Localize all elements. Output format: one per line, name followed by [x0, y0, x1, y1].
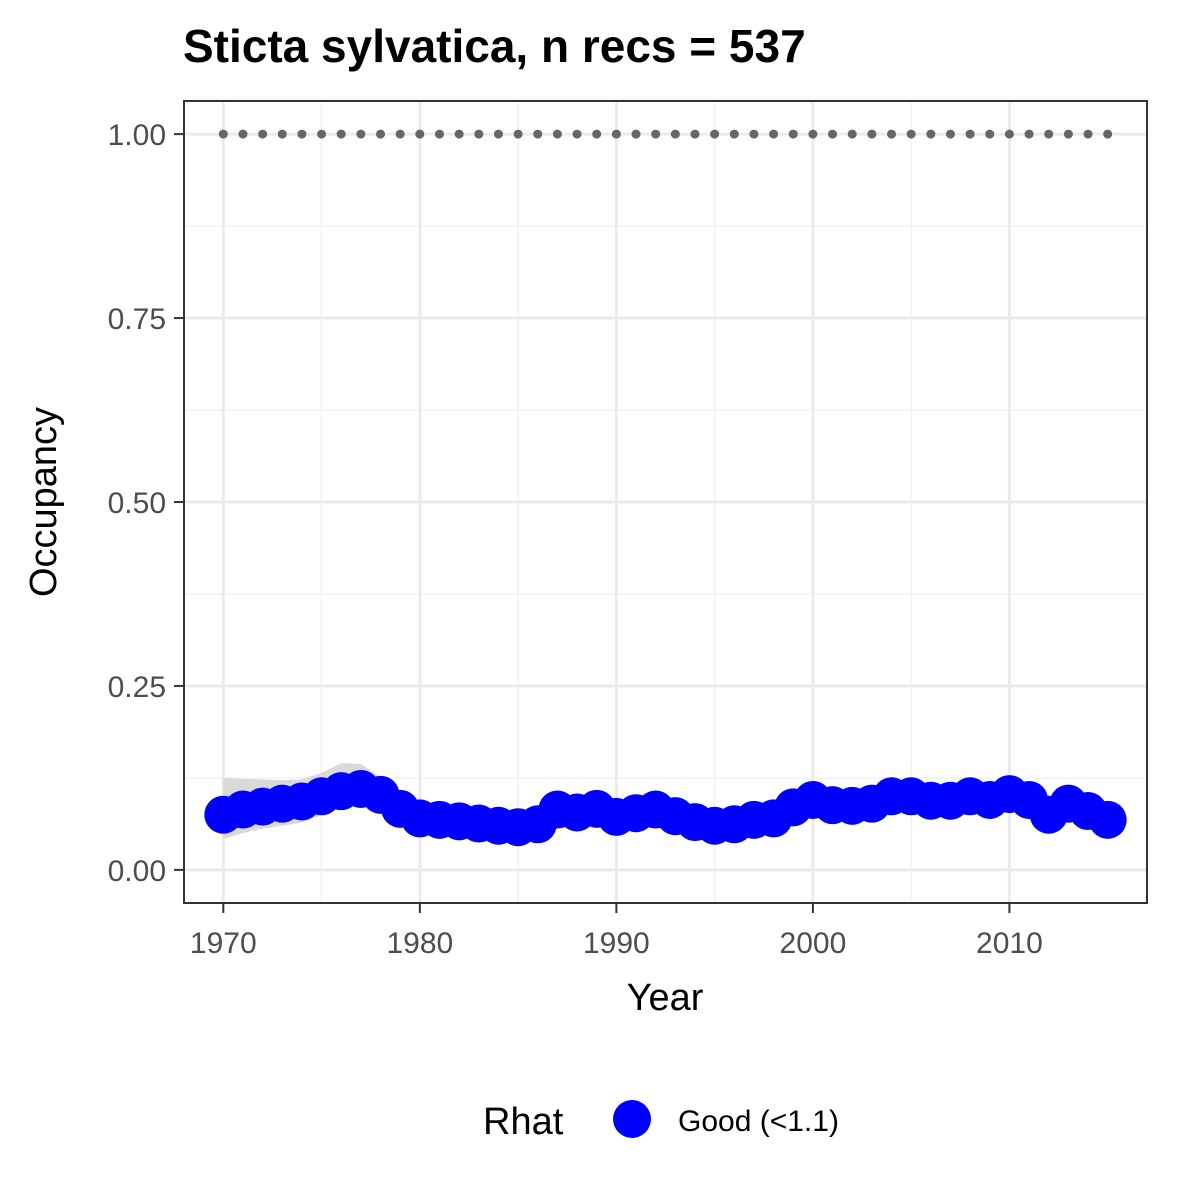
- reference-point: [317, 129, 327, 139]
- reference-point: [1004, 129, 1014, 139]
- legend-label-good: Good (<1.1): [678, 1105, 839, 1138]
- reference-point: [238, 129, 248, 139]
- legend-title: Rhat: [483, 1101, 564, 1143]
- reference-point: [611, 129, 621, 139]
- y-tick-label: 0.50: [108, 487, 166, 520]
- y-axis-title: Occupancy: [23, 407, 65, 597]
- reference-point: [376, 129, 386, 139]
- reference-point: [670, 129, 680, 139]
- reference-point: [965, 129, 975, 139]
- reference-point: [434, 129, 444, 139]
- reference-point: [218, 129, 228, 139]
- reference-point: [297, 129, 307, 139]
- reference-point: [277, 129, 287, 139]
- legend-key-good: [613, 1100, 651, 1138]
- reference-point: [1063, 129, 1073, 139]
- reference-point: [749, 129, 759, 139]
- reference-point: [415, 129, 425, 139]
- y-tick-label: 0.75: [108, 303, 166, 336]
- reference-point: [454, 129, 464, 139]
- reference-point: [690, 129, 700, 139]
- reference-point: [395, 129, 405, 139]
- reference-point: [729, 129, 739, 139]
- x-tick-label: 2000: [780, 927, 847, 960]
- reference-point: [867, 129, 877, 139]
- reference-point: [788, 129, 798, 139]
- x-tick-label: 2010: [976, 927, 1043, 960]
- chart-title: Sticta sylvatica, n recs = 537: [183, 20, 806, 72]
- reference-point: [474, 129, 484, 139]
- reference-point: [572, 129, 582, 139]
- y-tick-label: 0.00: [108, 855, 166, 888]
- reference-point: [1103, 129, 1113, 139]
- reference-dotted-series: [218, 129, 1113, 139]
- reference-point: [808, 129, 818, 139]
- reference-point: [533, 129, 543, 139]
- reference-point: [631, 129, 641, 139]
- reference-point: [1044, 129, 1054, 139]
- reference-point: [651, 129, 661, 139]
- reference-point: [356, 129, 366, 139]
- x-tick-label: 1970: [190, 927, 257, 960]
- reference-point: [906, 129, 916, 139]
- reference-point: [769, 129, 779, 139]
- x-tick-label: 1980: [386, 927, 453, 960]
- reference-point: [847, 129, 857, 139]
- y-tick-label: 1.00: [108, 119, 166, 152]
- x-tick-label: 1990: [583, 927, 650, 960]
- reference-point: [1024, 129, 1034, 139]
- reference-point: [552, 129, 562, 139]
- occupancy-series: [204, 769, 1127, 847]
- reference-point: [945, 129, 955, 139]
- reference-point: [887, 129, 897, 139]
- y-tick-label: 0.25: [108, 671, 166, 704]
- reference-point: [985, 129, 995, 139]
- occupancy-point: [1088, 800, 1127, 839]
- reference-point: [926, 129, 936, 139]
- reference-point: [336, 129, 346, 139]
- x-axis-title: Year: [627, 977, 704, 1019]
- x-axis-ticks: 1970 1980 1990 2000 2010: [190, 903, 1043, 960]
- reference-point: [513, 129, 523, 139]
- y-axis-ticks: 0.00 0.25 0.50 0.75 1.00: [108, 119, 184, 888]
- legend: Rhat Good (<1.1): [483, 1100, 839, 1143]
- reference-point: [1083, 129, 1093, 139]
- reference-point: [828, 129, 838, 139]
- reference-point: [710, 129, 720, 139]
- reference-point: [493, 129, 503, 139]
- reference-point: [592, 129, 602, 139]
- reference-point: [258, 129, 268, 139]
